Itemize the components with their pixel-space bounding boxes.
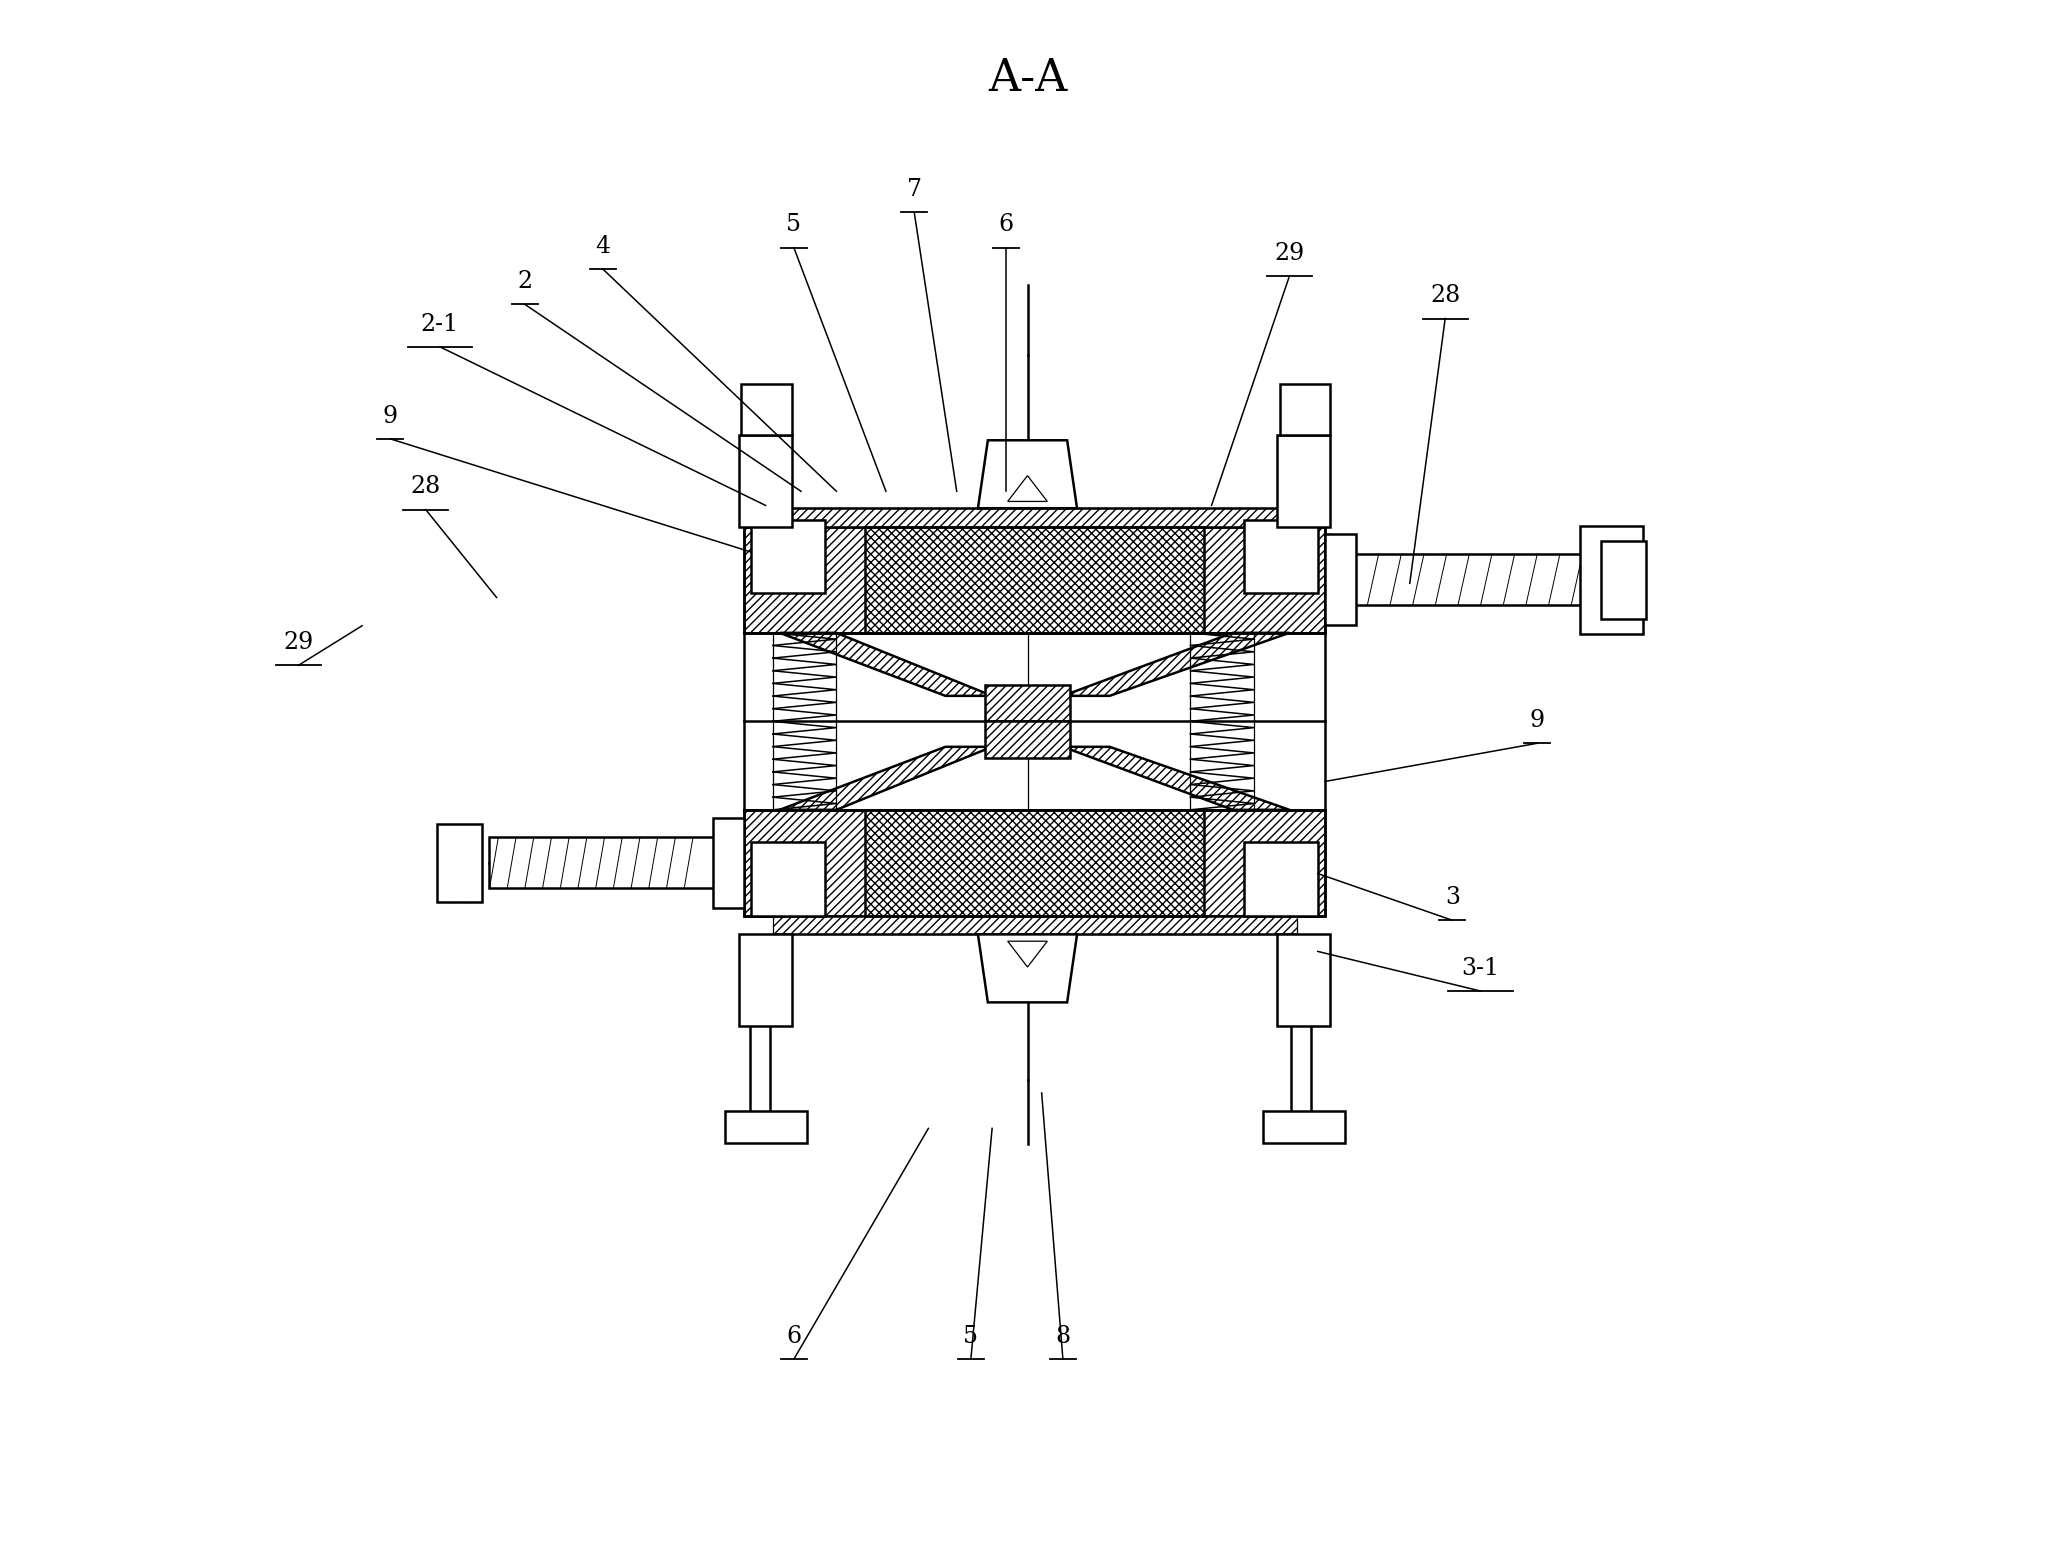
Bar	[738, 435, 793, 527]
Bar	[1276, 435, 1330, 527]
Text: 3: 3	[1445, 886, 1459, 910]
Bar	[1580, 525, 1644, 633]
Bar	[984, 722, 1071, 758]
Bar	[738, 935, 793, 1027]
Bar	[744, 810, 1325, 916]
Polygon shape	[779, 747, 993, 810]
Text: 2: 2	[518, 270, 532, 292]
Polygon shape	[978, 441, 1077, 508]
Polygon shape	[1062, 633, 1288, 696]
Text: 5: 5	[964, 1325, 978, 1347]
Bar	[744, 810, 1325, 916]
Polygon shape	[1062, 747, 1288, 810]
Text: 28: 28	[411, 475, 442, 499]
Bar	[752, 842, 824, 916]
Bar	[1243, 842, 1317, 916]
Text: 29: 29	[1274, 242, 1305, 264]
Polygon shape	[1007, 941, 1048, 967]
Bar	[1276, 935, 1330, 1027]
Polygon shape	[978, 935, 1077, 1002]
Bar	[742, 383, 793, 435]
Text: 6: 6	[999, 214, 1013, 236]
Bar	[984, 685, 1071, 722]
Bar	[1325, 535, 1356, 625]
Bar	[438, 824, 483, 902]
Polygon shape	[779, 633, 993, 696]
Bar	[1243, 519, 1317, 594]
Text: 2-1: 2-1	[421, 313, 458, 336]
Bar	[865, 810, 1204, 916]
Text: 5: 5	[787, 214, 801, 236]
Bar	[1262, 1111, 1344, 1143]
Bar	[489, 838, 744, 888]
Text: 9: 9	[382, 405, 399, 428]
Text: 8: 8	[1056, 1325, 1071, 1347]
Bar	[752, 519, 824, 594]
Text: 4: 4	[596, 234, 610, 258]
Bar	[744, 527, 1325, 633]
Bar	[1325, 555, 1595, 605]
Text: 7: 7	[906, 178, 923, 202]
Text: 29: 29	[284, 631, 314, 653]
Text: 9: 9	[1529, 710, 1545, 731]
Bar	[773, 916, 1297, 935]
Polygon shape	[1007, 475, 1048, 502]
Bar	[713, 817, 744, 908]
Bar	[725, 1111, 808, 1143]
Text: 28: 28	[1430, 284, 1461, 308]
Bar	[865, 527, 1204, 633]
Text: 6: 6	[787, 1325, 801, 1347]
Text: A-A: A-A	[988, 58, 1067, 100]
Bar	[1280, 383, 1330, 435]
Bar	[773, 508, 1297, 527]
Bar	[1601, 541, 1646, 619]
Bar	[744, 527, 1325, 633]
Text: 3-1: 3-1	[1461, 957, 1500, 980]
